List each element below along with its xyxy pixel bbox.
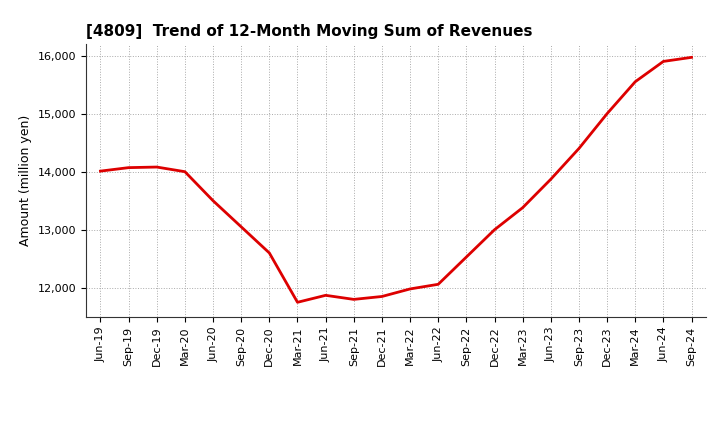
Y-axis label: Amount (million yen): Amount (million yen) [19,115,32,246]
Text: [4809]  Trend of 12-Month Moving Sum of Revenues: [4809] Trend of 12-Month Moving Sum of R… [86,24,533,39]
